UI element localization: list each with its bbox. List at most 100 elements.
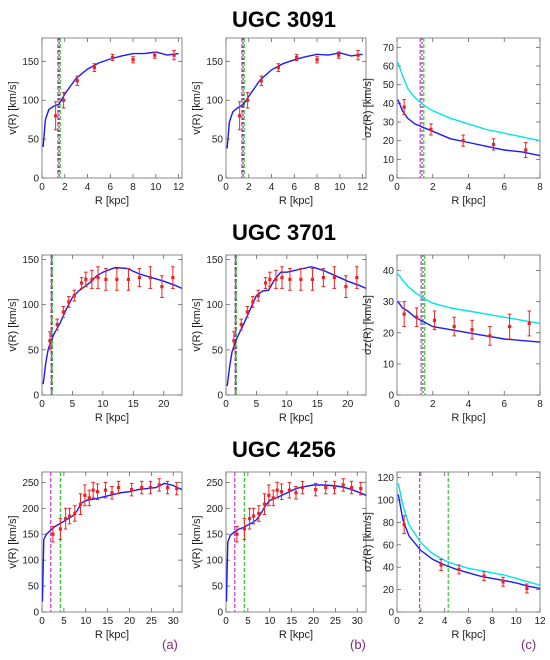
y-axis-label: v(R) [km/s]: [191, 298, 203, 351]
y-tick-label: 40: [383, 266, 395, 277]
y-tick-label: 150: [206, 255, 223, 266]
x-tick-label: 12: [173, 182, 185, 193]
y-tick-label: 150: [22, 57, 39, 68]
x-tick-label: 2: [62, 182, 68, 193]
x-tick-label: 15: [312, 399, 324, 410]
y-axis-label: v(R) [km/s]: [7, 81, 19, 134]
data-point: [267, 484, 271, 507]
x-tick-label: 15: [102, 616, 114, 627]
plot-frame: [396, 254, 541, 396]
data-point: [242, 518, 247, 540]
model-curve-blue: [226, 265, 366, 387]
panel-ugc-4256-a: 0 5 10 15 20 25 30 0 50 100 150 200 250 R [kpc] v(R) […: [7, 471, 183, 641]
data-point: [239, 318, 244, 331]
y-axis-label: v(R) [km/s]: [191, 81, 203, 134]
data-point: [310, 268, 315, 291]
y-axis-label: σz(R) [km/s]: [362, 295, 374, 355]
data-point: [271, 489, 276, 507]
panel-label-c: (c): [521, 637, 536, 652]
group-title-ugc-3701: UGC 3701: [232, 220, 336, 245]
data-point: [116, 480, 121, 495]
group-title-ugc-4256: UGC 4256: [232, 437, 336, 462]
y-tick-label: 100: [22, 556, 39, 567]
plot-contents: [397, 255, 540, 395]
panel-label-a: (a): [162, 637, 178, 652]
data-point: [355, 266, 359, 289]
plot-contents: [397, 472, 540, 612]
data-point: [171, 266, 175, 289]
data-point: [288, 268, 292, 291]
x-tick-label: 8: [537, 399, 543, 410]
panel-ugc-3701-c: 0 2 4 6 8 0 10 20 30 40 R [kpc] σz(R) [km/s]: [362, 254, 543, 424]
y-axis-label: σz(R) [km/s]: [362, 512, 374, 572]
data-point: [280, 266, 284, 289]
x-tick-label: 0: [223, 399, 229, 410]
data-point: [104, 268, 108, 291]
x-tick-label: 5: [61, 616, 67, 627]
y-tick-label: 0: [217, 391, 223, 402]
plot-contents: [42, 472, 182, 612]
data-point: [174, 481, 179, 496]
data-point: [262, 493, 267, 516]
data-point: [414, 307, 419, 328]
data-point: [256, 289, 261, 302]
data-point: [452, 316, 456, 337]
data-point: [95, 483, 100, 500]
y-tick-label: 100: [377, 496, 394, 507]
data-point: [48, 331, 52, 351]
model-curve-cyan: [397, 483, 540, 586]
x-tick-label: 2: [430, 399, 436, 410]
y-tick-label: 30: [383, 118, 395, 129]
x-tick-label: 0: [394, 399, 400, 410]
x-tick-label: 20: [342, 399, 354, 410]
data-point: [66, 296, 71, 308]
data-point: [110, 53, 115, 62]
data-point: [323, 480, 328, 495]
y-tick-label: 200: [22, 504, 39, 515]
data-point: [488, 326, 492, 346]
x-tick-label: 5: [254, 399, 260, 410]
y-tick-label: 0: [217, 174, 223, 185]
plot-contents: [226, 472, 366, 612]
y-tick-label: 100: [22, 96, 39, 107]
y-axis-label: σz(R) [km/s]: [362, 78, 374, 138]
y-tick-label: 0: [217, 608, 223, 619]
data-point: [491, 138, 496, 151]
data-point: [356, 49, 360, 61]
data-point: [470, 319, 474, 340]
data-point: [527, 310, 532, 337]
data-point: [294, 486, 298, 500]
y-tick-label: 250: [206, 478, 223, 489]
x-tick-label: 25: [330, 616, 342, 627]
data-point: [160, 275, 164, 298]
x-tick-label: 0: [223, 616, 229, 627]
x-tick-label: 6: [466, 616, 472, 627]
y-tick-label: 50: [383, 80, 395, 91]
x-tick-label: 0: [39, 399, 45, 410]
data-point: [257, 505, 261, 522]
y-tick-label: 100: [206, 300, 223, 311]
panel-ugc-3091-a: 0 2 4 6 8 10 12 0 50 100 150 R [kpc] v(R) [km/s]: [7, 37, 185, 207]
y-tick-label: 150: [22, 255, 39, 266]
data-point: [279, 483, 284, 500]
data-point: [157, 478, 162, 492]
x-tick-label: 4: [269, 182, 275, 193]
y-tick-label: 40: [383, 99, 395, 110]
data-point: [457, 564, 461, 575]
data-point: [172, 49, 176, 61]
data-point: [247, 507, 252, 530]
x-tick-label: 4: [466, 399, 472, 410]
data-point: [332, 266, 337, 289]
x-axis-label: R [kpc]: [95, 629, 129, 641]
x-tick-label: 10: [80, 616, 92, 627]
group-title-ugc-3091: UGC 3091: [232, 7, 336, 32]
x-axis-label: R [kpc]: [279, 412, 313, 424]
data-point: [131, 56, 135, 64]
data-point: [299, 268, 303, 291]
data-point: [148, 480, 153, 495]
plot-contents: [397, 38, 540, 178]
data-point: [344, 275, 348, 298]
y-tick-label: 100: [206, 96, 223, 107]
x-axis-label: R [kpc]: [451, 412, 485, 424]
